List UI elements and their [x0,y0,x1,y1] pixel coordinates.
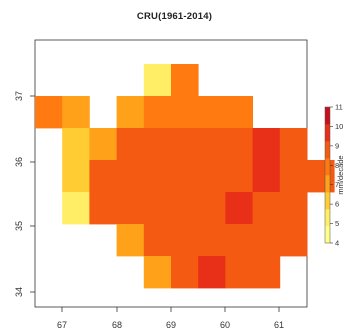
grid-cell [116,192,145,225]
legend-tick-label: 6 [335,200,339,209]
y-axis: 37 36 35 34 [14,91,35,297]
grid-cell [116,160,145,193]
x-tick-label: 69 [166,320,176,330]
y-tick-label: 37 [14,91,24,101]
grid-cell [171,160,199,193]
grid-cell [225,192,253,225]
grid-cell [171,224,199,257]
grid-cell [198,96,226,129]
grid-cell [198,192,226,225]
grid-cell [252,160,281,193]
map-title: CRU(1961-2014) [136,11,213,22]
grid-cell [143,256,172,289]
grid-cell [225,256,253,289]
legend-tick-label: 11 [335,103,343,112]
grid-cell [116,96,145,129]
grid-cell [225,224,253,257]
grid-cell [279,160,308,193]
legend-swatch [325,107,330,125]
grid-cell [62,160,90,193]
grid-cell [198,256,226,289]
grid-cell [252,224,281,257]
grid-cell [198,160,226,193]
color-legend: 4 5 6 7 8 9 10 11 mm/decade [324,103,345,248]
legend-frame [324,106,331,244]
grid-cell [225,96,253,129]
x-axis: 67 68 69 60 61 [57,307,284,330]
legend-swatch [325,141,330,159]
grid-cell [143,224,172,257]
x-tick-label: 60 [220,320,230,330]
legend-swatch [325,158,330,176]
grid-cell [143,160,172,193]
legend-swatch [325,192,330,210]
grid-cell [198,128,226,161]
grid-cell [252,256,281,289]
grid-cell [225,128,253,161]
grid-cell [171,96,199,129]
grid-cell [279,192,308,225]
x-tick-label: 68 [112,320,122,330]
grid-cell [62,128,90,161]
grid-cell [171,128,199,161]
grid-cell [89,192,117,225]
legend-tick-label: 10 [335,122,343,131]
grid-cell [89,160,117,193]
grid-cell [62,96,90,129]
grid-cell [116,224,145,257]
legend-swatch [325,226,330,244]
grid-cell [279,224,308,257]
grid-cell [89,128,117,161]
grid-cell [171,64,199,97]
legend-unit-label: mm/decade [336,155,345,194]
grid-cell [252,192,281,225]
grid-cell [143,64,172,97]
legend-tick-label: 7 [335,180,339,189]
y-tick-label: 36 [14,157,24,167]
grid-cell [62,192,90,225]
legend-swatch [325,124,330,142]
x-tick-label: 67 [57,320,67,330]
grid-cell [171,256,199,289]
grid-cell [307,160,335,193]
grid-cell [143,192,172,225]
grid-cell [143,128,172,161]
grid-cell [279,128,308,161]
grid-cell [198,224,226,257]
legend-tick-label: 8 [335,161,339,170]
y-tick-label: 35 [14,221,24,231]
grid-cell [143,96,172,129]
cell-layer [35,64,335,289]
legend-swatch [325,175,330,193]
y-tick-label: 34 [14,287,24,297]
legend-tick-label: 5 [335,219,339,228]
grid-cell [225,160,253,193]
legend-tick-label: 9 [335,141,339,150]
legend-tick-label: 4 [335,239,339,248]
x-tick-label: 61 [274,320,284,330]
grid-cell [252,128,281,161]
legend-swatch [325,209,330,227]
grid-cell [35,96,63,129]
grid-cell [116,128,145,161]
grid-cell [171,192,199,225]
